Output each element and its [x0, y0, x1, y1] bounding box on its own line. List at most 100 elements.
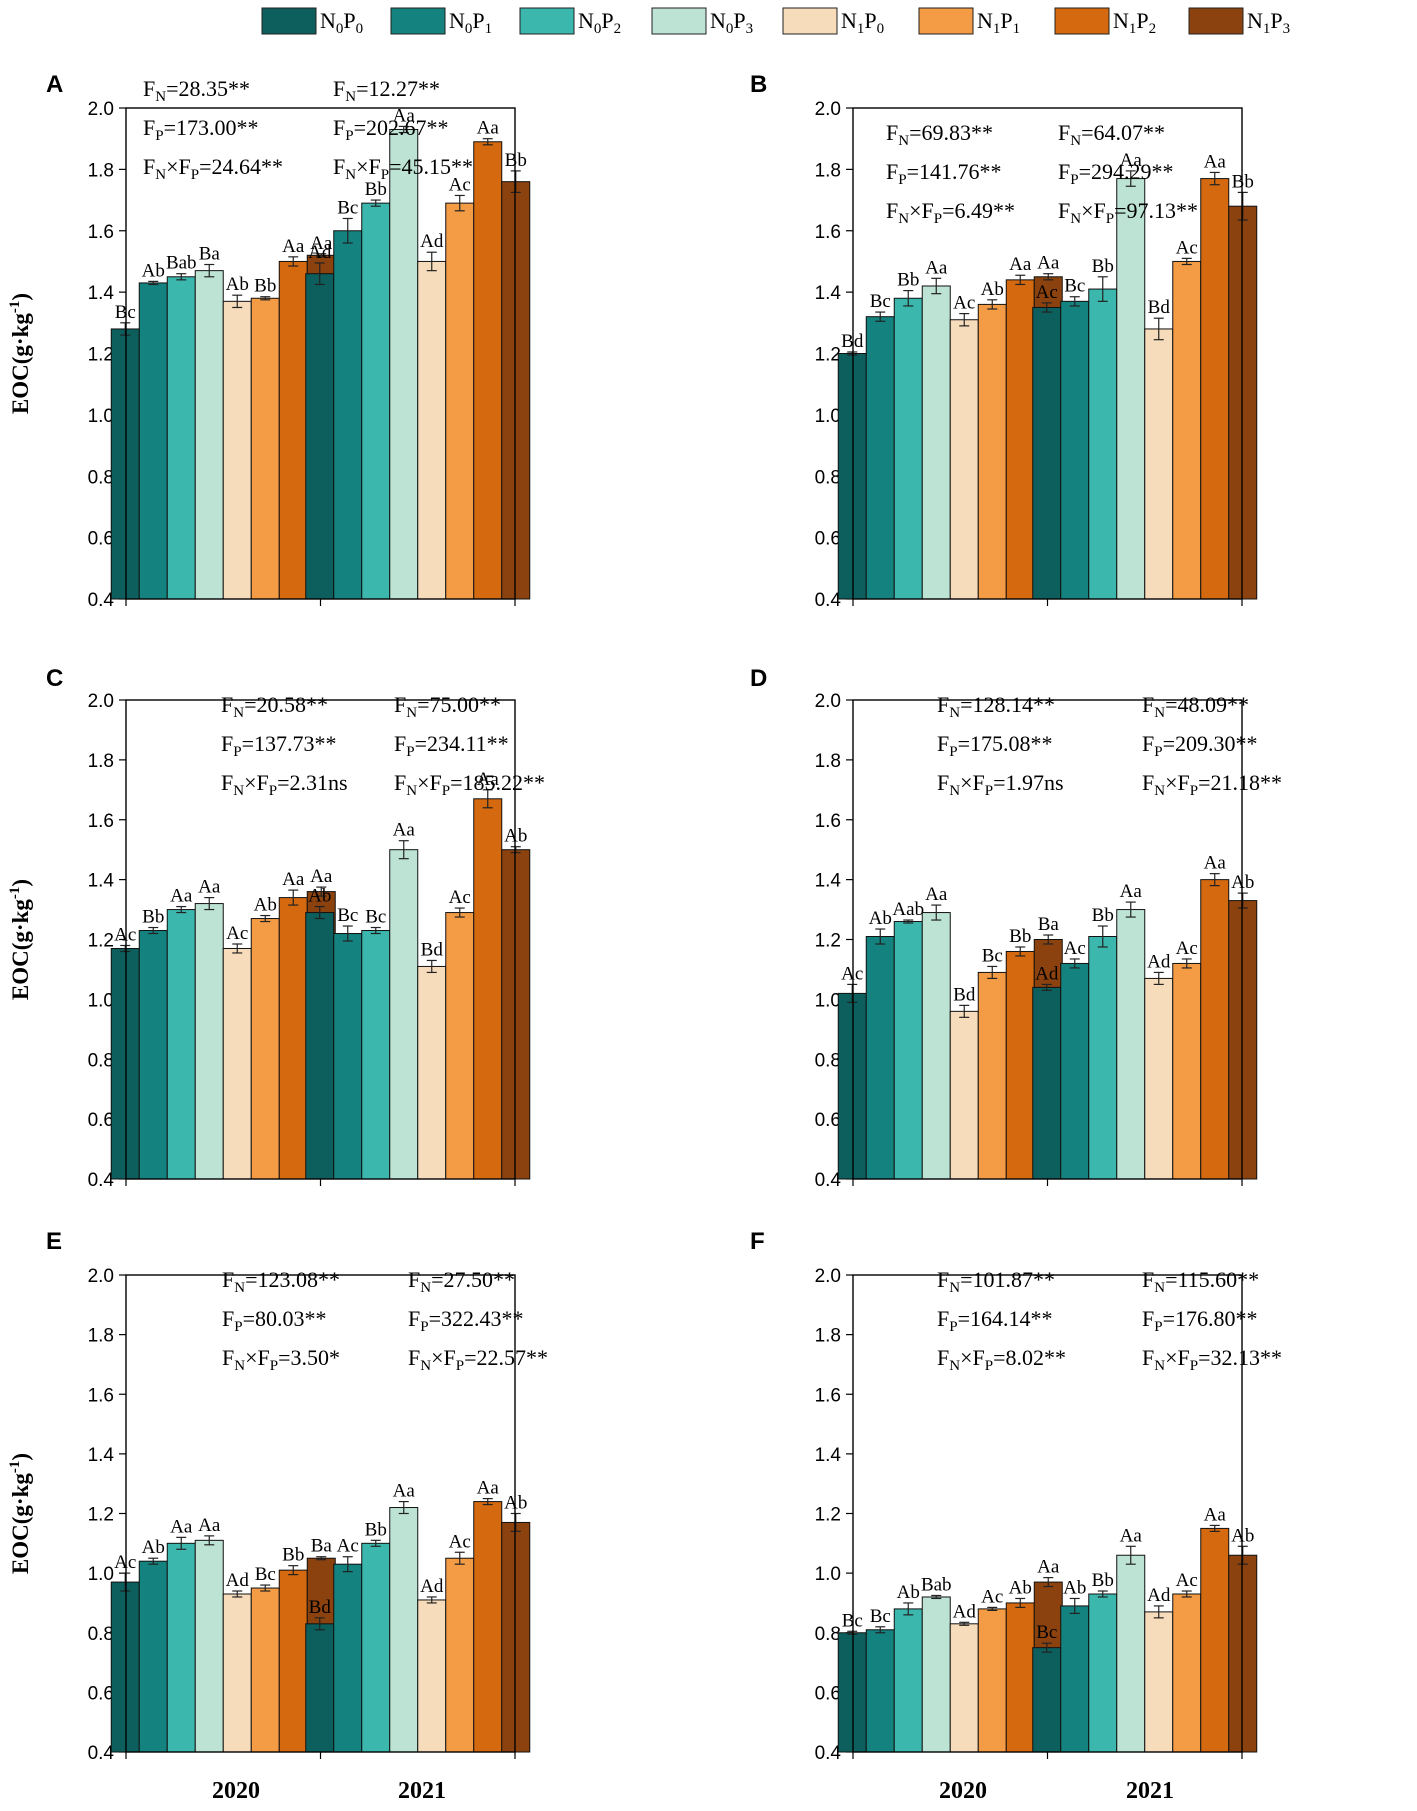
stat-fp: FP=175.08** [937, 731, 1053, 760]
bar [1144, 1611, 1174, 1753]
significance-label: Aa [1120, 881, 1143, 902]
bar [865, 936, 895, 1180]
bar [250, 1587, 280, 1753]
bar [445, 912, 475, 1180]
y-tick-label: 2.0 [88, 99, 114, 120]
significance-label: Ac [1036, 282, 1058, 303]
significance-label: Bc [115, 302, 136, 323]
significance-label: Bc [870, 1606, 891, 1627]
significance-label: Bb [254, 276, 276, 297]
y-tick-label: 0.4 [815, 590, 842, 611]
stat-fp: FP=202.67** [333, 115, 449, 144]
significance-label: Ab [142, 1537, 165, 1558]
y-tick-label: 1.4 [88, 1445, 115, 1466]
significance-label: Aa [393, 105, 416, 126]
stat-fnp: FN×FP=22.57** [408, 1345, 548, 1374]
panels: A 0.4 0.6 0.8 1.0 1.2 1.4 1.6 1.8 2.0 EOC(g·kg-1) B… [7, 71, 1282, 1764]
stat-fn: FN=27.50** [408, 1267, 515, 1296]
stat-fnp: FN×FP=32.13** [1142, 1345, 1282, 1374]
plot-frame [852, 107, 1243, 600]
y-tick-label: 1.4 [88, 871, 115, 892]
bar [138, 930, 168, 1180]
legend-swatch [390, 7, 446, 35]
stat-fnp: FN×FP=24.64** [143, 154, 283, 183]
significance-label: Ab [226, 274, 249, 295]
significance-label: Aab [892, 899, 924, 920]
stat-fnp: FN×FP=45.15** [333, 154, 473, 183]
y-tick-label: 1.4 [815, 871, 842, 892]
panel-letter: D [750, 665, 767, 692]
significance-label: Aa [1037, 253, 1060, 274]
significance-label: Ac [449, 174, 471, 195]
bar [138, 1560, 168, 1753]
significance-label: Bb [1009, 926, 1031, 947]
legend-label: N0P2 [578, 8, 621, 37]
bar [1228, 205, 1258, 600]
significance-label: Ba [311, 1536, 333, 1557]
y-tick-label: 1.8 [815, 160, 841, 181]
stat-fp: FP=173.00** [143, 115, 259, 144]
y-axis-label: EOC(g·kg-1) [7, 293, 33, 414]
y-tick-label: 1.6 [88, 222, 114, 243]
bar [893, 921, 923, 1180]
x-category-label: 2020 [212, 1778, 260, 1804]
significance-label: Ab [504, 1493, 527, 1514]
legend-swatch [519, 7, 575, 35]
bar [921, 285, 951, 600]
y-axis-label: EOC(g·kg-1) [7, 879, 33, 1000]
bar [250, 297, 280, 600]
y-tick-label: 1.0 [88, 406, 114, 427]
y-tick-label: 1.6 [88, 811, 114, 832]
bar [1200, 178, 1230, 600]
y-tick-label: 1.2 [815, 931, 841, 952]
bar [389, 128, 419, 600]
chart-panel-A: A 0.4 0.6 0.8 1.0 1.2 1.4 1.6 1.8 2.0 EOC(g·kg-1) B… [7, 71, 531, 611]
legend-swatch [651, 7, 707, 35]
y-tick-label: 1.6 [815, 811, 841, 832]
y-tick-label: 1.4 [815, 283, 842, 304]
bar [389, 849, 419, 1180]
bar [278, 260, 308, 600]
legend: N0P0 N0P1 N0P2 N0P3 N1P0 N1P1 N1P2 N1P3 [261, 7, 1290, 37]
y-tick-label: 0.6 [88, 1683, 114, 1704]
significance-label: Aa [477, 1478, 500, 1499]
bar [417, 1599, 447, 1753]
stat-fn: FN=12.27** [333, 76, 440, 105]
stat-fp: FP=209.30** [1142, 731, 1258, 760]
stat-fn: FN=101.87** [937, 1267, 1055, 1296]
significance-label: Ac [449, 1531, 471, 1552]
y-tick-label: 0.4 [88, 1170, 115, 1191]
significance-label: Aa [170, 886, 193, 907]
y-tick-label: 0.6 [815, 1683, 841, 1704]
plot-frame [125, 1274, 516, 1753]
y-tick-label: 0.8 [815, 1050, 841, 1071]
y-tick-label: 1.8 [88, 160, 114, 181]
significance-label: Bc [842, 1610, 863, 1631]
significance-label: Bc [982, 945, 1003, 966]
y-tick-label: 1.0 [815, 990, 841, 1011]
stat-fn: FN=69.83** [886, 120, 993, 149]
y-tick-label: 0.4 [815, 1743, 842, 1764]
bar [977, 971, 1007, 1180]
stat-fnp: FN×FP=185.22** [394, 770, 545, 799]
legend-swatch [782, 7, 838, 35]
significance-label: Ab [869, 908, 892, 929]
legend-label: N0P1 [449, 8, 492, 37]
significance-label: Aa [310, 866, 333, 887]
bar [1060, 300, 1090, 600]
significance-label: Bc [1036, 1622, 1057, 1643]
y-tick-label: 1.2 [88, 1505, 114, 1526]
stat-fp: FP=294.29** [1058, 159, 1174, 188]
significance-label: Ac [114, 1552, 136, 1573]
legend-swatch [918, 7, 974, 35]
stat-fp: FP=80.03** [222, 1306, 327, 1335]
y-tick-label: 1.2 [815, 1505, 841, 1526]
significance-label: Aa [282, 236, 305, 257]
bar [893, 297, 923, 600]
significance-label: Aa [1037, 1557, 1060, 1578]
y-tick-label: 1.2 [88, 345, 114, 366]
significance-label: Ad [1147, 951, 1171, 972]
stat-fn: FN=75.00** [394, 692, 501, 721]
